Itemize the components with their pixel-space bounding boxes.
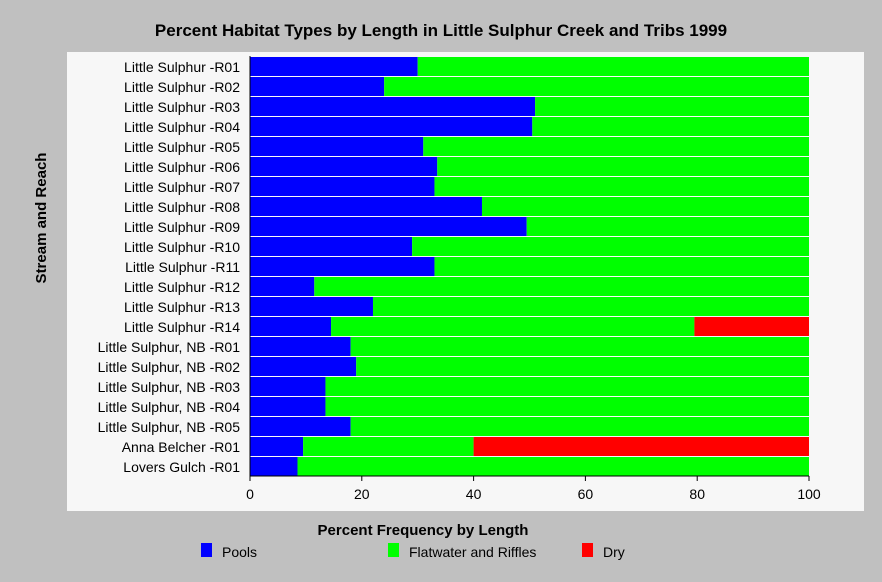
bar-segment-pools-5: [250, 137, 424, 156]
bar-segment-flatwater-and-riffles-14: [331, 317, 695, 336]
bar-segment-flatwater-and-riffles-2: [384, 77, 809, 96]
bar-segment-pools-6: [250, 157, 438, 176]
legend-label: Flatwater and Riffles: [409, 544, 536, 560]
bar-segment-flatwater-and-riffles-20: [303, 437, 474, 456]
bar-segment-flatwater-and-riffles-1: [417, 57, 809, 76]
bar-segment-pools-14: [250, 317, 332, 336]
bar-segment-flatwater-and-riffles-21: [297, 457, 809, 476]
bar-segment-flatwater-and-riffles-5: [423, 137, 809, 156]
bar-segment-pools-12: [250, 277, 315, 296]
bar-segment-flatwater-and-riffles-15: [350, 337, 809, 356]
bar-segment-pools-16: [250, 357, 357, 376]
x-tick-label: 80: [689, 486, 705, 502]
bar-segment-pools-8: [250, 197, 482, 216]
category-label: Little Sulphur -R08: [124, 199, 240, 215]
category-labels: Little Sulphur -R01 Little Sulphur -R02 Li…: [98, 59, 241, 475]
bar-segment-flatwater-and-riffles-12: [314, 277, 809, 296]
bar-segment-pools-17: [250, 377, 326, 396]
x-tick-label: 0: [246, 486, 254, 502]
category-label: Little Sulphur -R02: [124, 79, 240, 95]
category-label: Little Sulphur, NB -R01: [98, 339, 241, 355]
bar-segment-flatwater-and-riffles-13: [372, 297, 809, 316]
category-label: Little Sulphur -R03: [124, 99, 240, 115]
x-tick-label: 100: [797, 486, 821, 502]
y-axis-title: Stream and Reach: [33, 153, 50, 284]
bar-segment-pools-18: [250, 397, 326, 416]
category-label: Little Sulphur, NB -R02: [98, 359, 241, 375]
bar-segment-flatwater-and-riffles-18: [325, 397, 809, 416]
chart-title: Percent Habitat Types by Length in Littl…: [155, 21, 727, 40]
category-label: Little Sulphur -R11: [125, 259, 240, 275]
legend-swatch: [582, 543, 593, 557]
bar-segment-flatwater-and-riffles-9: [526, 217, 809, 236]
bar-segment-pools-7: [250, 177, 435, 196]
x-tick-label: 20: [354, 486, 370, 502]
legend-label: Dry: [603, 544, 625, 560]
bar-segment-flatwater-and-riffles-6: [437, 157, 809, 176]
category-label: Little Sulphur -R04: [124, 119, 240, 135]
x-tick-label: 60: [578, 486, 594, 502]
bar-segment-flatwater-and-riffles-7: [434, 177, 809, 196]
category-label: Little Sulphur, NB -R03: [98, 379, 241, 395]
bar-segment-pools-13: [250, 297, 373, 316]
category-label: Little Sulphur -R13: [124, 299, 240, 315]
bars-group: [250, 57, 809, 476]
bar-segment-flatwater-and-riffles-3: [535, 97, 809, 116]
category-label: Little Sulphur -R10: [124, 239, 240, 255]
bar-segment-pools-2: [250, 77, 385, 96]
bar-segment-pools-20: [250, 437, 304, 456]
legend-item-dry: Dry: [582, 543, 625, 560]
bar-segment-pools-21: [250, 457, 298, 476]
bar-segment-flatwater-and-riffles-8: [481, 197, 809, 216]
legend-swatch: [388, 543, 399, 557]
bar-segment-dry-20: [473, 437, 809, 456]
category-label: Little Sulphur, NB -R05: [98, 419, 241, 435]
category-label: Lovers Gulch -R01: [123, 459, 240, 475]
category-label: Little Sulphur -R06: [124, 159, 240, 175]
category-label: Little Sulphur, NB -R04: [98, 399, 241, 415]
legend-swatch: [201, 543, 212, 557]
bar-segment-pools-11: [250, 257, 435, 276]
category-label: Anna Belcher -R01: [122, 439, 241, 455]
bar-segment-pools-3: [250, 97, 536, 116]
bar-segment-pools-1: [250, 57, 418, 76]
bar-segment-flatwater-and-riffles-11: [434, 257, 809, 276]
legend-item-flatwater-and-riffles: Flatwater and Riffles: [388, 543, 536, 560]
bar-segment-pools-19: [250, 417, 351, 436]
bar-segment-flatwater-and-riffles-16: [356, 357, 809, 376]
bar-segment-pools-9: [250, 217, 527, 236]
legend-item-pools: Pools: [201, 543, 257, 560]
bar-segment-pools-10: [250, 237, 413, 256]
legend: Pools Flatwater and Riffles Dry: [201, 543, 625, 560]
bar-segment-dry-14: [694, 317, 809, 336]
category-label: Little Sulphur -R12: [124, 279, 240, 295]
category-label: Little Sulphur -R07: [124, 179, 240, 195]
x-tick-label: 40: [466, 486, 482, 502]
x-axis: 0 20 40 60 80 100: [246, 56, 821, 502]
category-label: Little Sulphur -R05: [124, 139, 240, 155]
x-axis-title: Percent Frequency by Length: [318, 522, 529, 539]
bar-segment-flatwater-and-riffles-4: [532, 117, 809, 136]
bar-segment-flatwater-and-riffles-19: [350, 417, 809, 436]
bar-segment-flatwater-and-riffles-17: [325, 377, 809, 396]
category-label: Little Sulphur -R09: [124, 219, 240, 235]
category-label: Little Sulphur -R14: [124, 319, 240, 335]
legend-label: Pools: [222, 544, 257, 560]
bar-segment-flatwater-and-riffles-10: [412, 237, 809, 256]
bar-segment-pools-15: [250, 337, 351, 356]
category-label: Little Sulphur -R01: [124, 59, 240, 75]
bar-segment-pools-4: [250, 117, 533, 136]
